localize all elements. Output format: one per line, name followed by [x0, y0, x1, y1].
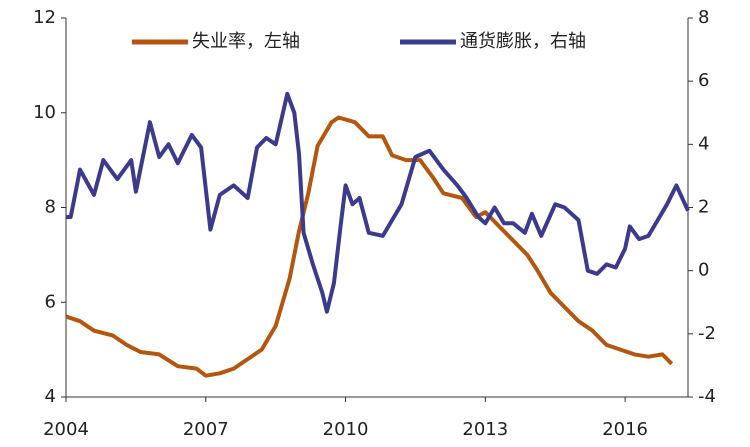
y-tick-label: 10 — [33, 102, 56, 123]
x-tick-label: 2004 — [43, 419, 89, 440]
y-tick-label: 12 — [33, 7, 56, 28]
y2-tick-label: 6 — [698, 70, 709, 91]
x-tick-label: 2007 — [183, 419, 229, 440]
line-series — [66, 91, 690, 314]
y2-tick-label: 0 — [698, 260, 709, 281]
y2-tick-label: 4 — [698, 133, 709, 154]
y-tick-label: 8 — [45, 197, 56, 218]
y-tick-label: 4 — [45, 386, 56, 407]
y2-tick-label: -4 — [698, 386, 716, 407]
y2-tick-label: 8 — [698, 7, 709, 28]
x-tick-label: 2016 — [602, 419, 648, 440]
x-tick-label: 2010 — [323, 419, 369, 440]
y2-tick-label: -2 — [698, 323, 716, 344]
legend-label: 通货膨胀，右轴 — [460, 31, 586, 52]
y-tick-label: 6 — [45, 291, 56, 312]
y2-tick-label: 2 — [698, 197, 709, 218]
legend-label: 失业率，左轴 — [192, 31, 300, 52]
x-tick-label: 2013 — [462, 419, 508, 440]
line-series — [65, 115, 674, 378]
